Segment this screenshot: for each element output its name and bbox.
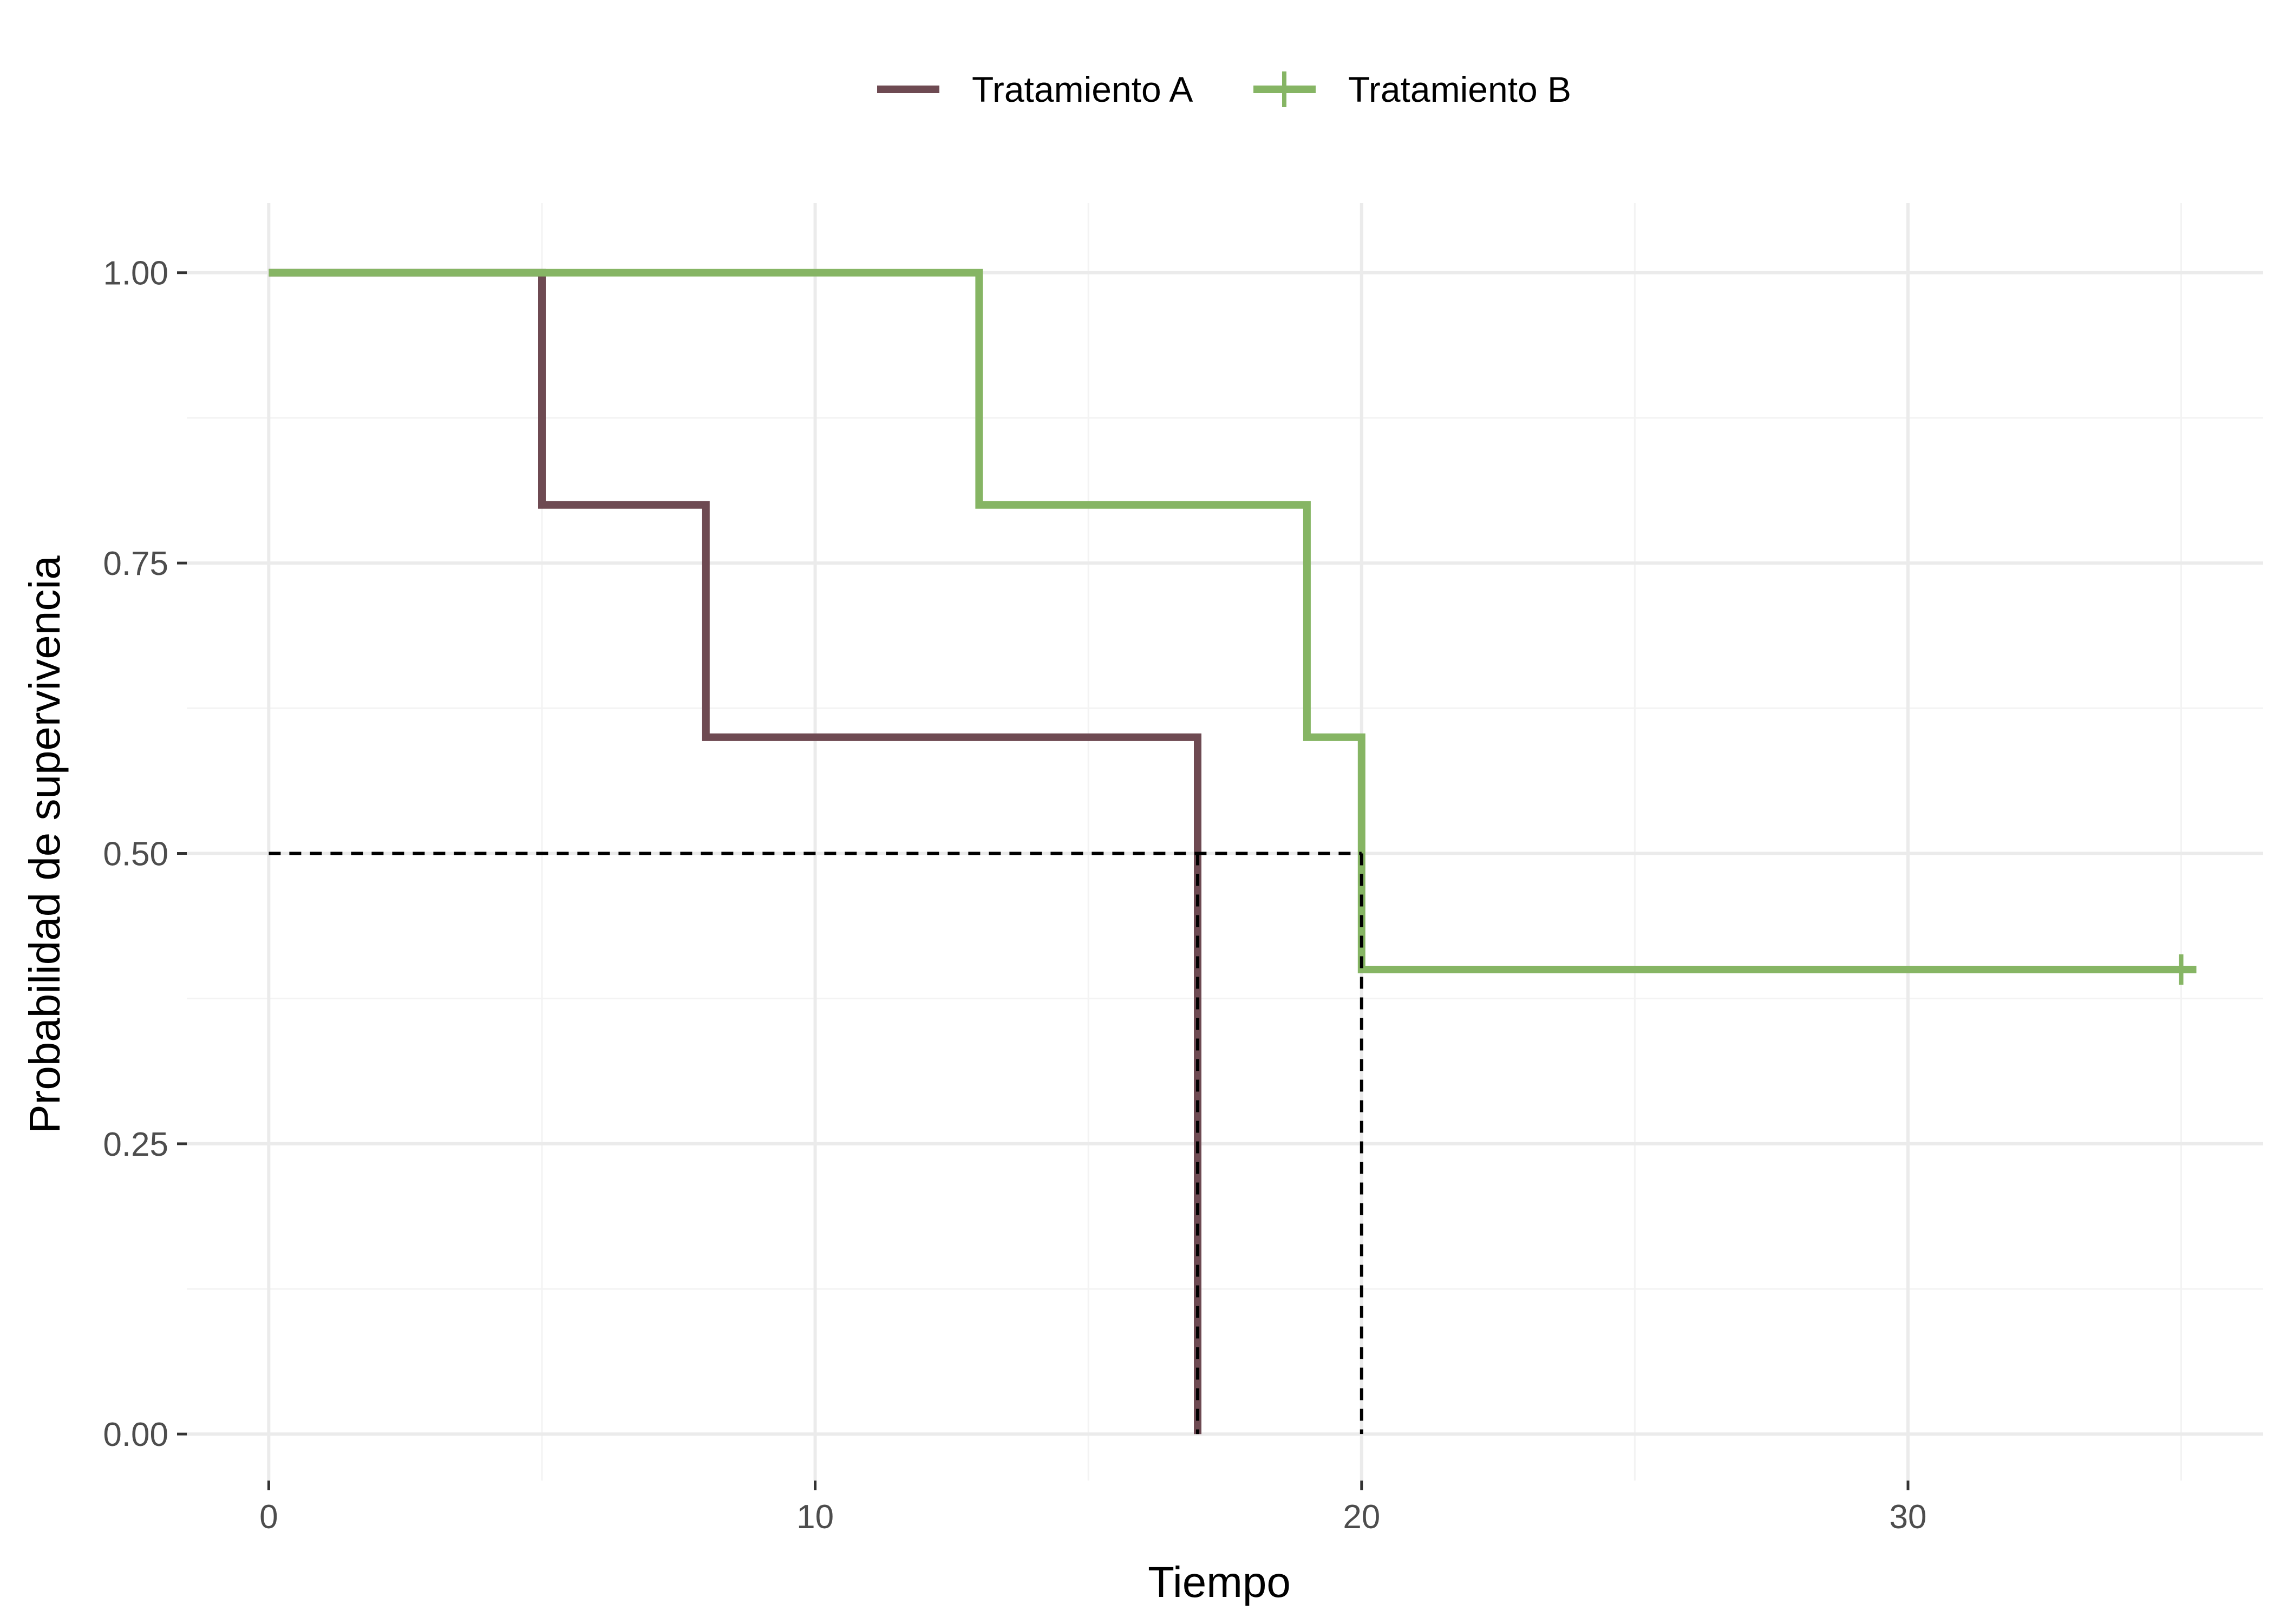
x-tick-label: 0 xyxy=(259,1498,278,1536)
y-tick-label: 0.50 xyxy=(103,835,168,873)
y-tick-label: 0.75 xyxy=(103,545,168,582)
legend-label-tratamiento-b: Tratamiento B xyxy=(1348,69,1571,109)
x-axis-title: Tiempo xyxy=(1148,1558,1291,1606)
y-tick-label: 1.00 xyxy=(103,255,168,292)
grid xyxy=(187,203,2263,1481)
median-guide-lines xyxy=(269,852,1363,1435)
legend: Tratamiento A Tratamiento B xyxy=(877,69,1571,109)
y-axis-title: Probabilidad de supervivencia xyxy=(21,555,69,1134)
series-lines xyxy=(269,269,2197,1435)
x-tick-label: 10 xyxy=(796,1498,834,1536)
legend-label-tratamiento-a: Tratamiento A xyxy=(972,69,1193,109)
x-tick-label: 30 xyxy=(1890,1498,1927,1536)
y-tick-label: 0.00 xyxy=(103,1416,168,1453)
y-tick-label: 0.25 xyxy=(103,1126,168,1163)
axis-ticks: 0.00 0.25 0.50 0.75 1.00 0 10 20 30 xyxy=(103,255,1926,1536)
series-line-tratamiento-b xyxy=(269,269,2181,973)
x-tick-label: 20 xyxy=(1343,1498,1380,1536)
